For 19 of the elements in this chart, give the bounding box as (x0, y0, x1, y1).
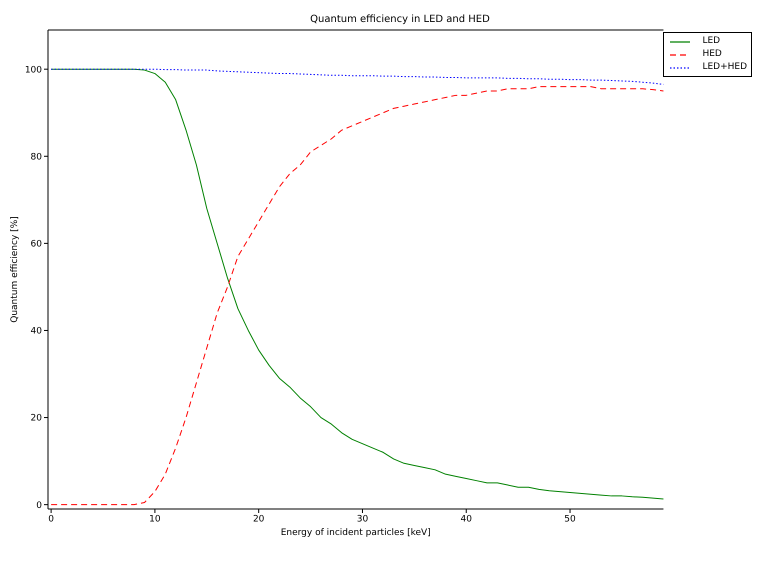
y-tick-label: 0 (36, 500, 42, 511)
y-tick-label: 80 (30, 152, 42, 162)
y-tick-label: 40 (30, 326, 42, 337)
y-tick-label: 100 (24, 65, 42, 76)
y-tick-label: 20 (30, 414, 42, 424)
legend-label: LED (702, 35, 720, 48)
y-axis-title: Quantum efficiency [%] (10, 216, 20, 323)
x-tick-label: 10 (149, 514, 161, 524)
x-tick-label: 50 (564, 514, 576, 524)
x-tick-label: 20 (252, 514, 265, 524)
x-tick-label: 30 (356, 514, 368, 524)
y-tick-label: 60 (30, 240, 42, 250)
legend-label: HED (702, 48, 722, 61)
x-tick-label: 40 (460, 514, 472, 524)
x-axis-title: Energy of incident particles [keV] (280, 528, 431, 538)
x-tick-label: 0 (48, 514, 54, 524)
line-series (50, 68, 664, 85)
legend-label: LED+HED (702, 61, 747, 74)
chart-title: Quantum efficiency in LED and HED (310, 14, 490, 25)
